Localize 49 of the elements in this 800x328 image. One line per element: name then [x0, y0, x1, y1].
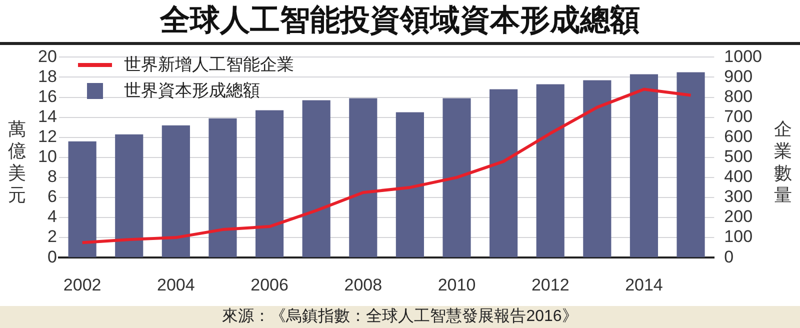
x-tick-label: 2004 [157, 275, 195, 294]
text: 來源：《烏鎮指數：全球人工智慧發展報告2016》 [0, 306, 800, 328]
y2-tick-label: 800 [724, 86, 753, 106]
y2-tick-label: 900 [724, 66, 753, 86]
bar [302, 100, 330, 258]
bar [630, 74, 658, 258]
x-tick-label: 2006 [250, 275, 288, 294]
x-tick-label: 2002 [63, 275, 102, 294]
y-tick-label: 6 [47, 187, 57, 206]
bar [349, 98, 378, 258]
y-tick-label: 14 [38, 107, 57, 126]
x-tick-label: 2008 [344, 275, 382, 294]
bar [208, 118, 237, 258]
bar [676, 72, 705, 258]
y2-tick-label: 400 [724, 167, 753, 186]
y-tick-label: 4 [47, 207, 57, 226]
y-tick-label: 16 [38, 86, 57, 106]
y-tick-label: 20 [38, 46, 57, 66]
legend-label: 世界資本形成總額 [124, 80, 260, 102]
chart-title: 全球人工智能投資領域資本形成總額 [0, 0, 800, 45]
bar [396, 112, 424, 258]
bar [255, 110, 284, 258]
y-tick-label: 12 [38, 127, 57, 146]
x-tick-label: 2010 [438, 275, 476, 294]
bar [162, 125, 190, 258]
bar [583, 80, 612, 258]
legend-label: 世界新增人工智能企業 [124, 54, 294, 76]
y2-tick-label: 300 [724, 187, 753, 206]
x-tick-label: 2012 [531, 275, 570, 294]
bar [490, 89, 518, 258]
y2-tick-label: 200 [724, 207, 753, 226]
y-tick-label: 10 [38, 147, 57, 166]
y-tick-label: 18 [38, 66, 57, 86]
bar [68, 141, 96, 258]
bar [442, 98, 471, 258]
y2-tick-label: 700 [724, 107, 753, 126]
x-tick-label: 2014 [625, 275, 663, 294]
y2-tick-label: 500 [724, 147, 753, 166]
y-tick-label: 8 [47, 167, 57, 186]
y2-tick-label: 600 [724, 127, 753, 146]
y-axis-title: 萬億美元 [7, 118, 27, 206]
bar [115, 134, 144, 258]
y-tick-label: 2 [47, 227, 57, 246]
bar [536, 84, 564, 258]
y2-axis-title: 企業數量 [773, 118, 793, 206]
y2-tick-label: 0 [724, 247, 734, 266]
y2-tick-label: 100 [724, 227, 753, 246]
y-tick-label: 0 [47, 247, 57, 266]
y2-tick-label: 1000 [724, 46, 762, 66]
